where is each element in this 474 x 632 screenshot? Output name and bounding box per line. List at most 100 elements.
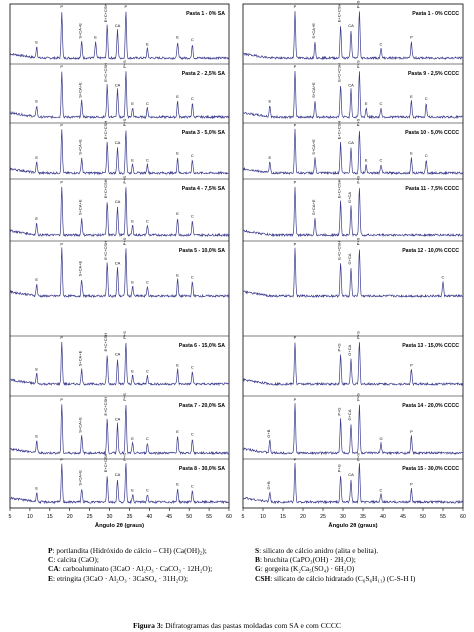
panel-frame — [9, 3, 230, 509]
series-label: Pasta 5 - 10,0% SA — [179, 248, 225, 254]
panel-1: Pasta 1 - 0% SA P E S+CA+E E E+C+CSH CA P E E C Pas… — [9, 3, 232, 529]
series-label: Pasta 11 - 7,5% CCCC — [405, 186, 459, 192]
x-tick-label: 60 — [460, 514, 466, 520]
series-label: Pasta 13 - 15,0% CCCC — [402, 343, 459, 349]
peak-label: E — [176, 482, 179, 487]
peak-label: S+CA+E — [78, 260, 83, 276]
peak-label: G+CA — [347, 409, 352, 420]
peak-label: CA — [348, 140, 354, 145]
x-tick-label: 20 — [300, 514, 306, 520]
peak-label: C — [146, 279, 149, 284]
peak-label: C — [146, 436, 149, 441]
peak-label: P — [294, 457, 297, 462]
diffractogram-trace — [242, 128, 464, 176]
series-label: Pasta 10 - 5,0% CCCC — [405, 130, 459, 136]
peak-label: C — [380, 157, 383, 162]
series-label: Pasta 1 - 0% SA — [186, 11, 225, 17]
peak-label: C — [146, 369, 149, 374]
legend-item-p: P: portlandita (Hidróxido de cálcio – CH… — [48, 546, 207, 555]
x-tick-label: 30 — [107, 514, 113, 520]
peak-label: S+CA+E — [78, 139, 83, 155]
peak-label: E — [131, 157, 134, 162]
x-tick-label: 35 — [127, 514, 133, 520]
diffractogram-trace — [9, 247, 230, 299]
series-label: Pasta 1 - 0% CCCC — [412, 11, 459, 17]
x-tick-label: 10 — [27, 514, 33, 520]
peak-label: C — [191, 96, 194, 101]
peak-label: CA — [115, 82, 121, 87]
series-label: Pasta 6 - 15,0% SA — [179, 343, 225, 349]
peak-label: P+S — [355, 453, 360, 461]
x-tick-label: 10 — [260, 514, 266, 520]
peak-label: C — [191, 37, 194, 42]
peak-label: C — [380, 487, 383, 492]
peak-label: E — [176, 151, 179, 156]
peak-label: E — [146, 42, 149, 47]
peak-label: S+CA+E — [78, 470, 83, 486]
peak-label: P+S — [355, 118, 360, 126]
peak-label: C — [191, 213, 194, 218]
peak-label: E+C+CSH — [337, 121, 342, 140]
legend-item-csh: CSH: silicato de cálcio hidratado (C₆S₆H… — [255, 573, 416, 583]
peak-label: CA — [115, 352, 121, 357]
peak-label: P+S — [122, 237, 127, 245]
peak-label: C — [191, 275, 194, 280]
peak-label: C — [191, 153, 194, 158]
peak-label: S+CA+E — [311, 139, 316, 155]
peak-label: E — [268, 98, 271, 103]
series-label: Pasta 9 - 2,5% CCCC — [408, 71, 459, 77]
peak-label: E — [35, 434, 38, 439]
peak-label: E+C+CSH — [103, 63, 108, 82]
peak-label: E — [365, 157, 368, 162]
x-tick-label: 50 — [186, 514, 192, 520]
series-label: Pasta 8 - 30,0% SA — [179, 466, 225, 472]
peak-label: CA — [115, 199, 121, 204]
peak-label: S+CA+E — [311, 82, 316, 98]
peak-label: G+CA — [347, 253, 352, 264]
peak-label: P+G — [337, 464, 342, 472]
peak-label: C — [191, 484, 194, 489]
peak-label: P — [60, 241, 63, 246]
peak-label: P+S — [122, 453, 127, 461]
peak-label: P — [294, 4, 297, 9]
x-tick-label: 15 — [280, 514, 286, 520]
x-tick-label: 55 — [206, 514, 212, 520]
legend-item-c: C: calcita (CaO); — [48, 555, 99, 565]
peak-label: E — [35, 366, 38, 371]
x-tick-label: 15 — [47, 514, 53, 520]
peak-label: P+S — [355, 176, 360, 184]
peak-label: G+CA — [347, 192, 352, 203]
peak-label: E — [131, 369, 134, 374]
series-label: Pasta 4 - 7,5% SA — [182, 186, 226, 192]
diffractogram-trace — [9, 71, 230, 120]
peak-label: C — [146, 157, 149, 162]
peak-label: C — [380, 101, 383, 106]
peak-label: E+C+CSH — [103, 179, 108, 198]
peak-label: E+C+CSH — [337, 3, 342, 22]
legend-item-s: S: silicato de cálcio anidro (alita e be… — [255, 546, 379, 555]
peak-label: C — [442, 275, 445, 280]
diffractogram-trace — [242, 186, 464, 238]
peak-label: P — [294, 335, 297, 340]
peak-label: P — [410, 482, 413, 487]
diffractogram-trace — [9, 404, 230, 456]
xrd-figure: Pasta 1 - 0% SA P E S+CA+E E E+C+CSH CA P E E C Pas… — [9, 0, 466, 529]
diffractogram-trace — [242, 247, 464, 299]
peak-label: P — [294, 180, 297, 185]
peak-label: P+S — [355, 331, 360, 339]
peak-label: P — [294, 64, 297, 69]
peak-label: S+CA+E — [78, 417, 83, 433]
x-tick-label: 45 — [166, 514, 172, 520]
x-tick-label: 40 — [380, 514, 386, 520]
peak-label: E — [176, 94, 179, 99]
x-axis-label: Ângulo 2θ (graus) — [95, 522, 144, 529]
x-tick-label: 40 — [146, 514, 152, 520]
diffractogram-trace — [10, 129, 230, 176]
peak-label: E — [268, 155, 271, 160]
peak-label: G+B — [266, 429, 271, 437]
peak-label: P — [60, 180, 63, 185]
peak-label: P+S — [122, 60, 127, 68]
peak-label: S+CA+E — [311, 199, 316, 215]
peak-label: E — [176, 429, 179, 434]
peak-label: P — [294, 122, 297, 127]
